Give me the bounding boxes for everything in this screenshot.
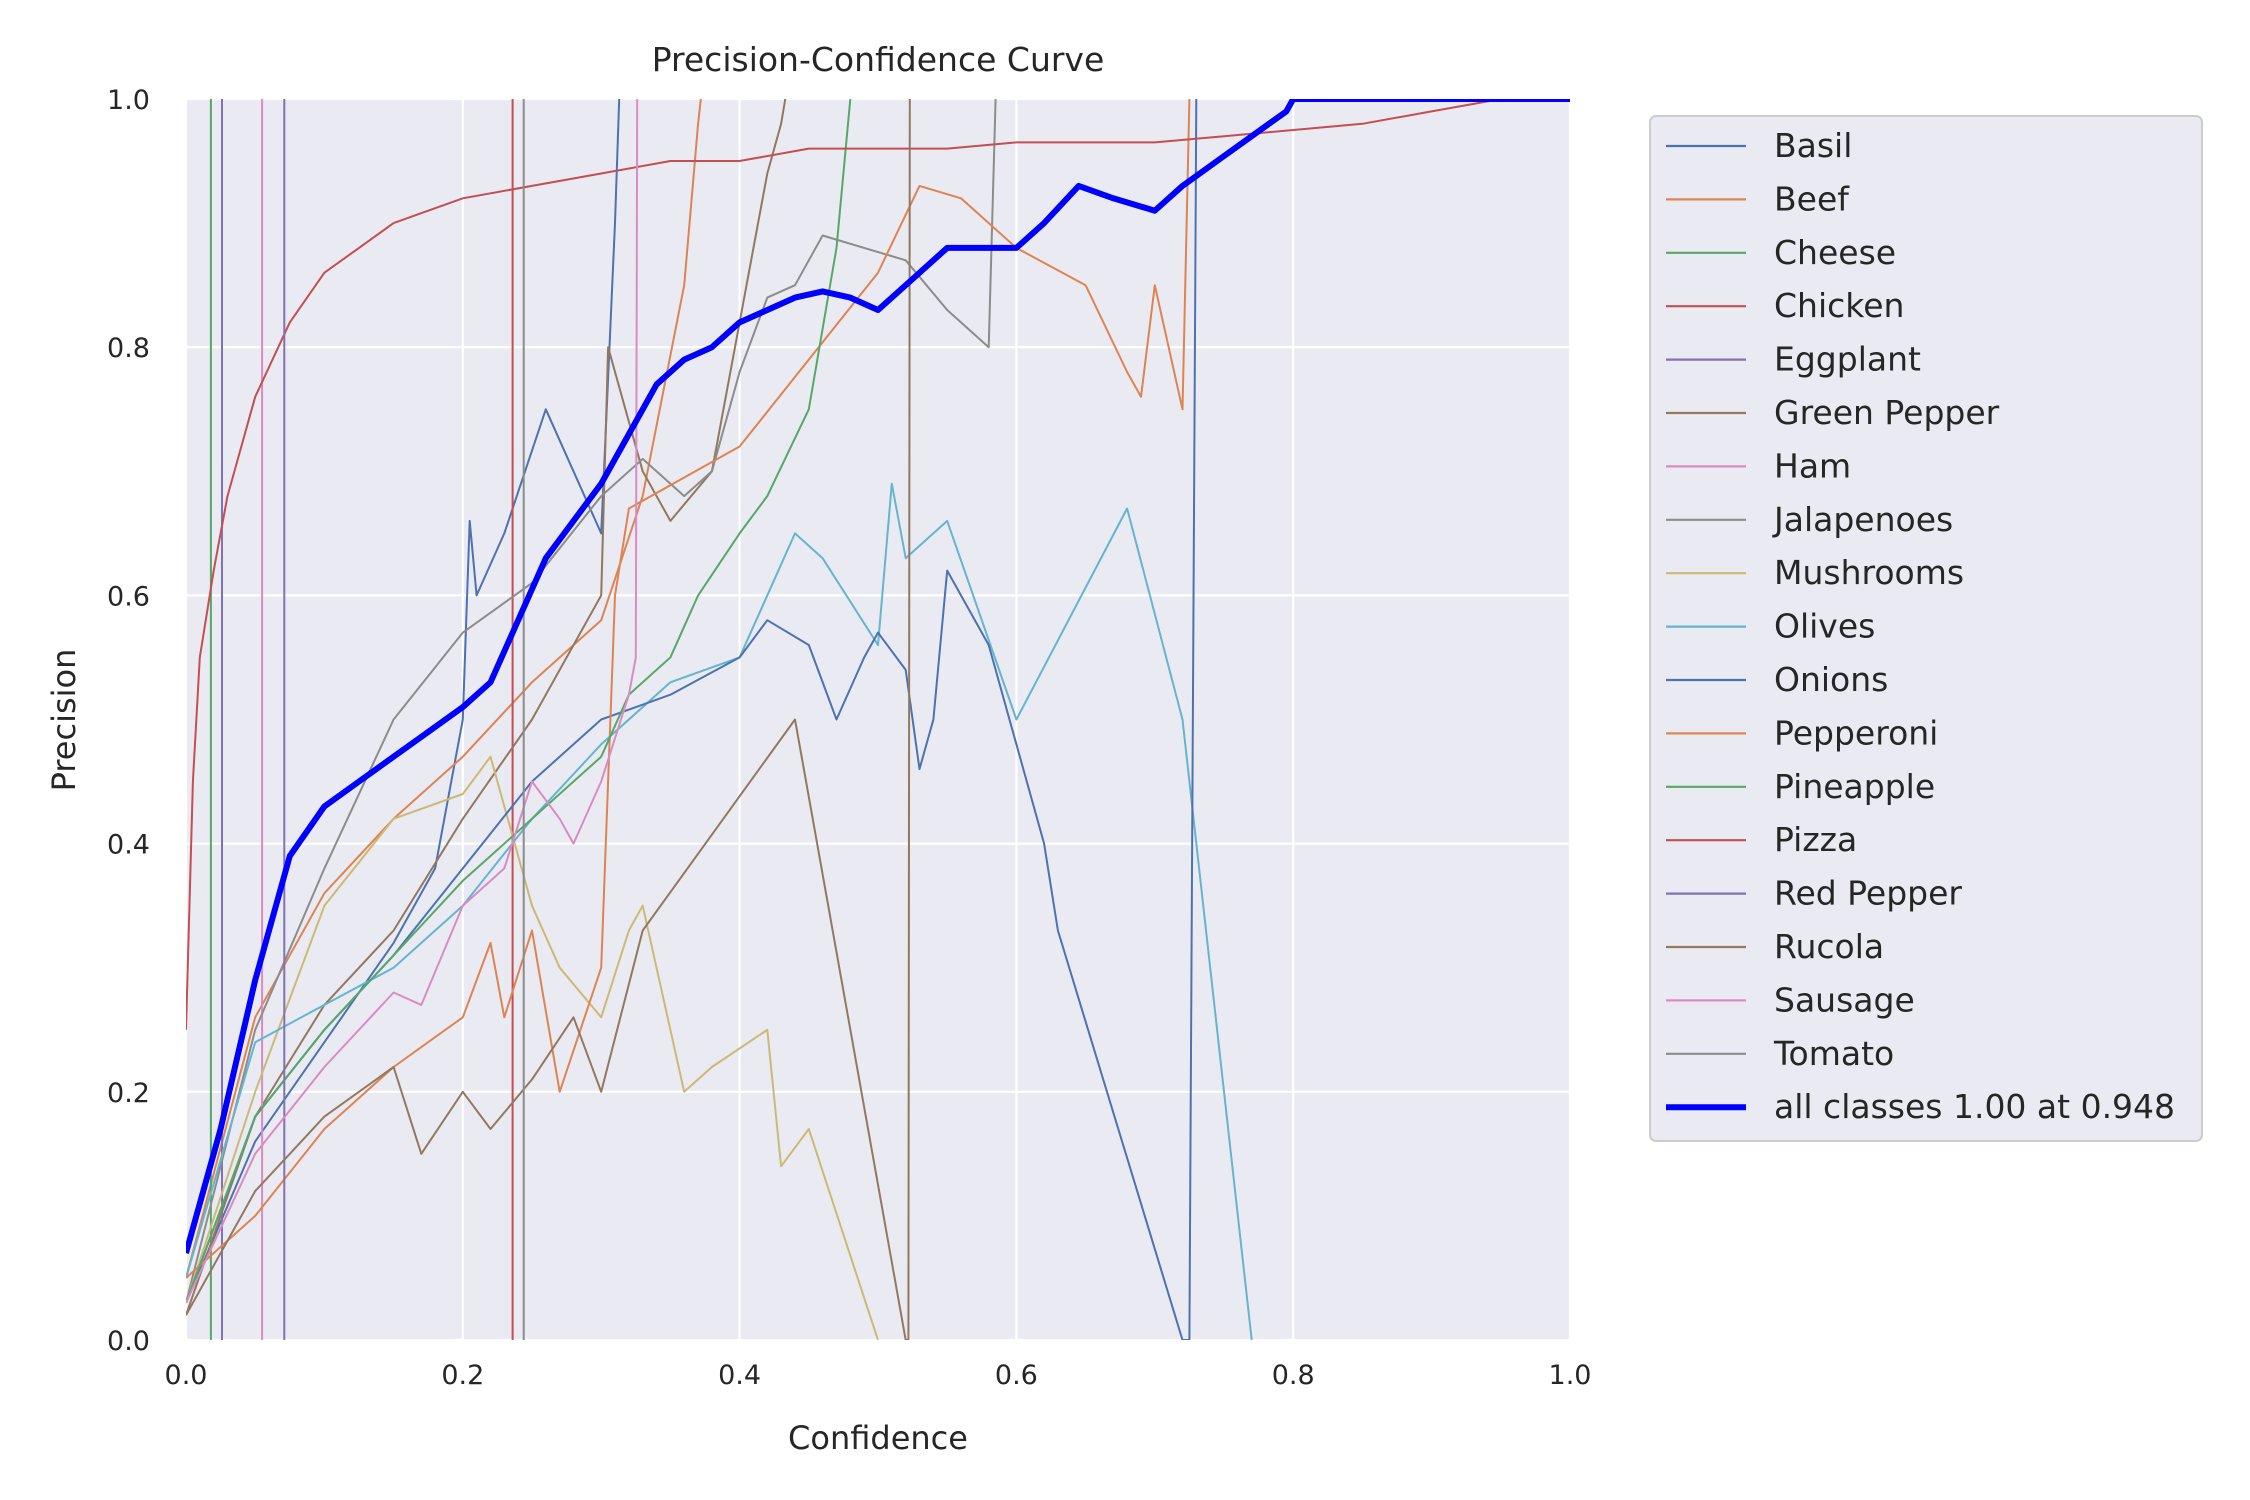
- legend-label-all-classes-1-00-at-0-948: all classes 1.00 at 0.948: [1774, 1087, 2175, 1126]
- legend-label-olives: Olives: [1774, 607, 1875, 646]
- series-line-beef: [186, 99, 702, 1279]
- legend-label-pineapple: Pineapple: [1774, 767, 1935, 806]
- series-line-olives: [186, 482, 1253, 1340]
- x-axis-label: Confidence: [788, 1419, 968, 1457]
- legend-label-cheese: Cheese: [1774, 233, 1896, 272]
- x-tick-label: 0.2: [441, 1360, 484, 1391]
- y-tick-label: 0.4: [107, 830, 150, 861]
- series-line-green-pepper: [186, 99, 787, 1316]
- series-line-pepperoni: [186, 99, 1191, 1279]
- plot-background: [186, 99, 1570, 1340]
- legend: Basil Beef Cheese Chicken Eggplant Green Pepp…: [1649, 115, 2203, 1142]
- legend-label-chicken: Chicken: [1774, 286, 1904, 325]
- legend-label-rucola: Rucola: [1774, 927, 1884, 966]
- legend-label-red-pepper: Red Pepper: [1774, 874, 1962, 913]
- series-line-rucola: [186, 99, 911, 1340]
- y-tick-label: 0.0: [107, 1326, 150, 1357]
- y-tick-label: 0.2: [107, 1078, 150, 1109]
- series-line-basil: [186, 99, 621, 1304]
- x-tick-labels: 0.0 0.2 0.4 0.6 0.8 1.0: [165, 1360, 1592, 1391]
- legend-label-basil: Basil: [1774, 126, 1852, 165]
- chart-title: Precision-Confidence Curve: [652, 40, 1105, 79]
- legend-label-tomato: Tomato: [1773, 1034, 1894, 1073]
- series-line-jalapenoes: [186, 99, 997, 1304]
- y-axis-label: Precision: [45, 649, 83, 792]
- legend-label-mushrooms: Mushrooms: [1774, 553, 1964, 592]
- series-line-all-classes-1-00-at-0-948: [186, 99, 1570, 1254]
- legend-label-eggplant: Eggplant: [1774, 340, 1921, 379]
- legend-label-onions: Onions: [1774, 660, 1888, 699]
- y-tick-label: 0.6: [107, 581, 150, 612]
- x-tick-label: 1.0: [1549, 1360, 1592, 1391]
- x-tick-label: 0.8: [1272, 1360, 1315, 1391]
- series-line-sausage: [186, 99, 639, 1304]
- legend-label-jalapenoes: Jalapenoes: [1772, 500, 1953, 539]
- series-layer: [186, 99, 1570, 1340]
- legend-label-pepperoni: Pepperoni: [1774, 713, 1938, 752]
- x-tick-label: 0.6: [995, 1360, 1038, 1391]
- legend-label-sausage: Sausage: [1774, 980, 1915, 1019]
- series-line-onions: [186, 99, 1198, 1340]
- y-tick-label: 0.8: [107, 333, 150, 364]
- series-line-mushrooms: [186, 755, 879, 1340]
- legend-label-beef: Beef: [1774, 179, 1850, 218]
- legend-label-ham: Ham: [1774, 446, 1851, 485]
- y-tick-labels: 0.0 0.2 0.4 0.6 0.8 1.0: [107, 85, 150, 1357]
- legend-box: [1649, 115, 2203, 1142]
- legend-label-green-pepper: Green Pepper: [1774, 393, 2000, 432]
- series-line-cheese: [209, 99, 212, 1340]
- legend-label-pizza: Pizza: [1774, 820, 1857, 859]
- y-tick-label: 1.0: [107, 85, 150, 116]
- x-tick-label: 0.0: [165, 1360, 208, 1391]
- x-tick-label: 0.4: [718, 1360, 761, 1391]
